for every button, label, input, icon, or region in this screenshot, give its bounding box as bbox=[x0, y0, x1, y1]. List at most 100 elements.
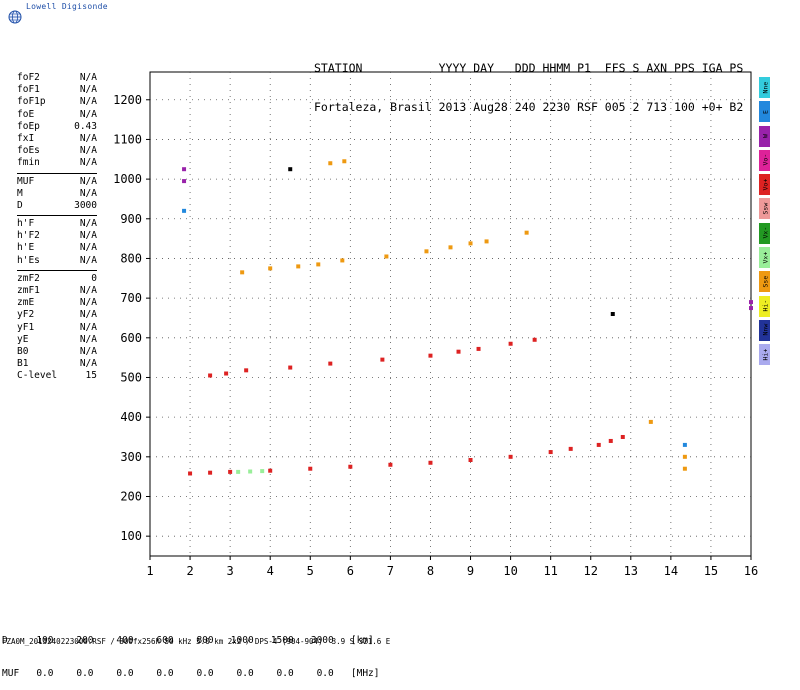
legend-item: Vx- bbox=[759, 222, 770, 244]
echo-point bbox=[182, 167, 187, 172]
parameter-row: B0 N/A bbox=[17, 346, 97, 358]
parameter-label: D bbox=[17, 199, 23, 211]
echo-point bbox=[240, 270, 245, 275]
y-tick-label: 800 bbox=[120, 251, 142, 265]
parameter-row: B1 N/A bbox=[17, 358, 97, 370]
legend-label: Vo+ bbox=[761, 178, 770, 191]
parameter-row: zmF1 N/A bbox=[17, 285, 97, 297]
echo-point bbox=[682, 442, 687, 447]
parameter-value: 0 bbox=[91, 272, 97, 284]
echo-point bbox=[182, 179, 187, 184]
parameter-label: yF1 bbox=[17, 321, 35, 333]
parameter-label: h'Es bbox=[17, 254, 40, 266]
divider bbox=[17, 172, 97, 174]
echo-point bbox=[328, 361, 333, 366]
parameter-value: N/A bbox=[79, 218, 97, 230]
parameter-label: yE bbox=[17, 333, 29, 345]
parameter-row: h'F N/A bbox=[17, 218, 97, 230]
parameter-value: N/A bbox=[79, 333, 97, 345]
legend-item: Nnw bbox=[759, 319, 770, 341]
parameter-value: N/A bbox=[79, 157, 97, 169]
parameter-label: zmF2 bbox=[17, 272, 40, 284]
echo-point bbox=[484, 239, 489, 244]
header-values: Fortaleza, Brasil 2013 Aug28 240 2230 RS… bbox=[314, 100, 744, 114]
x-tick-label: 12 bbox=[584, 564, 598, 578]
parameter-value: N/A bbox=[79, 145, 97, 157]
polarization-legend: Nne E W Vo- Vo+ Ssw Vx- Vx+ Sse Hi- Nnw Hi+ bbox=[759, 77, 771, 369]
header-labels: STATION YYYY DAY DDD HHMM P1 FFS S AXN P… bbox=[314, 61, 744, 75]
parameter-row: M N/A bbox=[17, 188, 97, 200]
echo-point bbox=[682, 454, 687, 459]
echo-point bbox=[448, 245, 453, 250]
echo-point bbox=[340, 258, 345, 263]
echo-point bbox=[244, 368, 249, 373]
y-tick-label: 1200 bbox=[113, 93, 142, 107]
parameter-row: foF2 N/A bbox=[17, 72, 97, 84]
y-tick-label: 200 bbox=[120, 489, 142, 503]
legend-label: Sse bbox=[761, 275, 770, 288]
echo-point bbox=[648, 419, 653, 424]
echo-point bbox=[610, 312, 615, 316]
parameter-row: C-level 15 bbox=[17, 370, 97, 382]
echo-point bbox=[428, 460, 433, 465]
x-tick-label: 4 bbox=[267, 564, 274, 578]
echo-point bbox=[288, 365, 293, 370]
x-tick-label: 2 bbox=[186, 564, 193, 578]
parameter-row: foEs N/A bbox=[17, 145, 97, 157]
parameter-label: h'F bbox=[17, 218, 35, 230]
parameter-row: D 3000 bbox=[17, 200, 97, 212]
parameter-label: foEp bbox=[17, 120, 40, 132]
legend-label: Nnw bbox=[761, 324, 770, 336]
y-tick-label: 700 bbox=[120, 291, 142, 305]
file-info: FZA0M_2013240223000.RSF / 300fx256h 50 k… bbox=[2, 637, 391, 646]
y-tick-label: 600 bbox=[120, 331, 142, 345]
echo-point bbox=[548, 450, 553, 455]
parameter-label: fxI bbox=[17, 132, 35, 144]
legend-item: Ssw bbox=[759, 198, 770, 220]
parameter-row: zmE N/A bbox=[17, 297, 97, 309]
parameter-label: h'F2 bbox=[17, 230, 40, 242]
echo-point bbox=[268, 266, 273, 271]
legend-item: Nne bbox=[759, 77, 770, 98]
echo-point bbox=[248, 469, 253, 474]
parameter-value: N/A bbox=[79, 242, 97, 254]
legend-label: Vo- bbox=[761, 154, 770, 166]
echo-point bbox=[380, 357, 385, 362]
legend-item: Vo+ bbox=[759, 174, 770, 196]
parameter-label: yF2 bbox=[17, 309, 35, 321]
legend-label: Hi- bbox=[761, 299, 770, 312]
parameter-value: N/A bbox=[79, 132, 97, 144]
parameter-value: N/A bbox=[79, 285, 97, 296]
station-header: STATION YYYY DAY DDD HHMM P1 FFS S AXN P… bbox=[314, 36, 743, 127]
echo-point bbox=[328, 161, 333, 166]
muf-row: MUF 0.0 0.0 0.0 0.0 0.0 0.0 0.0 0.0 [MHz… bbox=[2, 668, 380, 679]
echo-point bbox=[468, 241, 473, 246]
echo-point bbox=[476, 346, 481, 351]
parameter-group-virtual-heights: h'F N/A h'F2 N/A h'E N/A h'Es N/A bbox=[17, 218, 97, 267]
ionogram-chart: 1 2 3 4 5 6 7 8 9 10 11 12 13 14 15 1610020030040050060… bbox=[113, 71, 758, 578]
parameter-row: h'E N/A bbox=[17, 242, 97, 254]
parameter-group-critical-frequencies: foF2 N/A foF1 N/A foF1p N/A foE N/A foEp 0.43 fxI N… bbox=[17, 72, 97, 170]
x-tick-label: 3 bbox=[227, 564, 234, 578]
globe-icon bbox=[8, 10, 22, 24]
echo-point bbox=[749, 306, 753, 311]
echo-point bbox=[342, 159, 347, 164]
echo-point bbox=[468, 457, 473, 462]
x-tick-label: 8 bbox=[427, 564, 434, 578]
echo-point bbox=[348, 464, 353, 469]
parameter-label: foE bbox=[17, 108, 35, 120]
x-tick-label: 9 bbox=[467, 564, 474, 578]
y-tick-label: 500 bbox=[120, 370, 142, 384]
echo-point bbox=[296, 264, 301, 269]
legend-item: E bbox=[759, 101, 770, 123]
echo-point bbox=[288, 167, 293, 172]
parameter-value: N/A bbox=[79, 309, 97, 321]
parameter-value: N/A bbox=[79, 96, 97, 108]
parameter-value: N/A bbox=[79, 72, 97, 83]
legend-label: W bbox=[761, 134, 770, 139]
echo-point bbox=[224, 371, 229, 376]
echo-point bbox=[308, 466, 313, 471]
echo-point bbox=[208, 373, 213, 378]
echo-point bbox=[182, 208, 187, 213]
parameter-value: N/A bbox=[79, 321, 97, 333]
